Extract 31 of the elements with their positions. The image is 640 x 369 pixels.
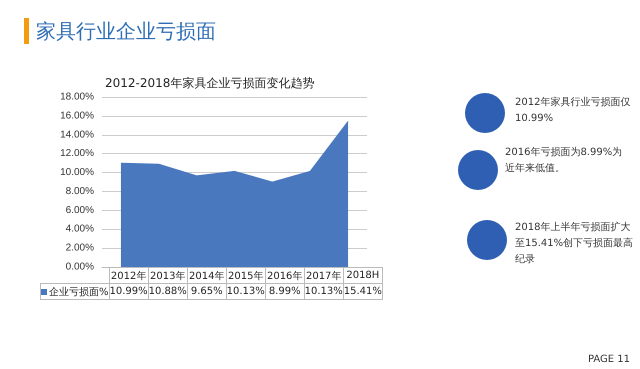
data-label: 10.13% xyxy=(226,284,266,300)
text: PAGE 11 xyxy=(588,354,630,365)
x-tick-label: 2018H xyxy=(343,268,382,284)
text: 2018年上半年亏损面扩大至15.41%创下亏损面最高纪录 xyxy=(515,220,634,267)
text: 2016年亏损面为8.99%为近年来低值。 xyxy=(505,146,624,176)
y-tick-label: 16.00% xyxy=(60,110,94,122)
y-tick-label: 14.00% xyxy=(60,129,94,140)
y-tick-label: 6.00% xyxy=(66,204,94,216)
x-tick-label: 2012年 xyxy=(109,268,148,284)
data-label: 10.88% xyxy=(148,284,188,300)
data-label: 15.41% xyxy=(343,284,382,300)
y-tick-label: 18.00% xyxy=(60,92,94,102)
x-tick-label: 2016年 xyxy=(265,268,304,284)
x-tick-label: 2014年 xyxy=(187,268,226,284)
y-tick-label: 8.00% xyxy=(66,186,94,197)
y-tick-label: 10.00% xyxy=(60,167,94,178)
legend-label: 企业亏损面% xyxy=(40,284,110,300)
y-tick-label: 4.00% xyxy=(66,224,94,235)
chart-subtitle: 2012-2018年家具企业亏损面变化趋势 xyxy=(105,76,314,90)
x-tick-label: 2013年 xyxy=(148,268,188,284)
data-label: 9.65% xyxy=(187,284,226,300)
x-tick-label: 2015年 xyxy=(226,268,266,284)
y-tick-label: 2.00% xyxy=(66,242,94,254)
y-tick-label: 12.00% xyxy=(60,148,94,160)
data-label: 10.99% xyxy=(109,284,148,300)
data-label: 10.13% xyxy=(304,284,344,300)
y-tick-label: 0.00% xyxy=(66,262,94,272)
chart-title: 家具行业企业亏损面 xyxy=(36,18,216,45)
text: 2012年家具行业亏损面仅10.99% xyxy=(515,96,632,126)
x-tick-label: 2017年 xyxy=(304,268,344,284)
data-label: 8.99% xyxy=(265,284,304,300)
